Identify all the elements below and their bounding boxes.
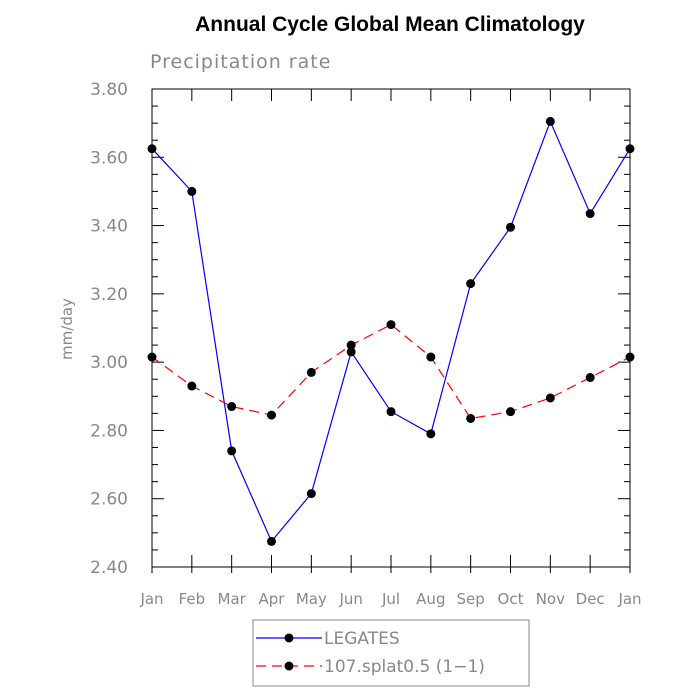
data-point — [466, 413, 476, 423]
data-point — [147, 352, 157, 362]
data-point — [267, 410, 276, 420]
data-point — [506, 222, 515, 232]
y-tick-label: 3.80 — [90, 80, 128, 100]
x-tick-label: Nov — [536, 590, 565, 608]
y-tick-label: 3.40 — [90, 217, 128, 237]
x-tick-label: Feb — [179, 590, 206, 608]
y-tick-label: 2.60 — [90, 490, 128, 510]
legend-label: LEGATES — [324, 629, 400, 649]
y-tick-label: 2.80 — [90, 421, 128, 441]
data-point — [585, 373, 595, 383]
series-1 — [147, 116, 635, 546]
data-point — [426, 429, 436, 439]
data-point — [227, 446, 237, 456]
y-axis-label: mm/day — [58, 298, 76, 360]
legend-label: 107.splat0.5 (1−1) — [324, 657, 485, 677]
legend-marker — [284, 661, 294, 671]
data-point — [585, 209, 595, 219]
data-point — [147, 144, 157, 154]
x-tick-label: Dec — [576, 590, 605, 608]
y-tick-label: 3.60 — [90, 148, 128, 168]
y-axis: 2.40 2.60 2.80 3.00 3.20 3.40 3.60 3.80 — [90, 80, 630, 578]
series-line — [151, 119, 631, 543]
data-point — [545, 116, 555, 126]
data-point — [227, 402, 237, 412]
series-layer — [147, 116, 635, 546]
x-tick-label: Jan — [617, 590, 641, 608]
data-point — [625, 144, 635, 154]
x-tick-label: Jun — [338, 590, 362, 608]
data-point — [466, 279, 476, 289]
x-tick-label: Aug — [416, 590, 445, 608]
x-tick-label: Apr — [259, 590, 286, 608]
y-tick-label: 3.20 — [90, 285, 128, 305]
x-tick-label: Mar — [218, 590, 247, 608]
x-tick-label: Jan — [139, 590, 163, 608]
legend-marker — [284, 633, 294, 643]
x-axis: Jan Feb Mar Apr May Jun Jul Aug Sep Oct Nov Dec Jan — [139, 89, 642, 608]
x-tick-label: Sep — [457, 590, 485, 608]
series-2 — [147, 320, 635, 423]
data-point — [306, 367, 316, 377]
data-point — [506, 407, 515, 417]
data-point — [187, 381, 197, 391]
series-line — [151, 323, 631, 420]
chart-title: Annual Cycle Global Mean Climatology — [195, 13, 585, 36]
data-point — [545, 393, 555, 403]
x-tick-label: Jul — [381, 590, 400, 608]
legend: LEGATES 107.splat0.5 (1−1) — [252, 619, 530, 687]
data-point — [386, 320, 396, 330]
y-tick-label: 3.00 — [90, 353, 128, 373]
data-point — [267, 536, 276, 546]
data-point — [346, 347, 356, 357]
x-tick-label: Oct — [498, 590, 524, 608]
data-point — [306, 489, 316, 499]
data-point — [346, 340, 356, 350]
data-point — [625, 352, 635, 362]
chart-subtitle: Precipitation rate — [150, 51, 331, 73]
data-point — [187, 186, 197, 196]
legend-item-2: 107.splat0.5 (1−1) — [256, 657, 485, 677]
legend-item-1: LEGATES — [256, 629, 400, 649]
data-point — [386, 407, 396, 417]
legend-box — [252, 619, 530, 687]
x-tick-label: May — [296, 590, 327, 608]
y-tick-label: 2.40 — [90, 558, 128, 578]
data-point — [426, 352, 436, 362]
